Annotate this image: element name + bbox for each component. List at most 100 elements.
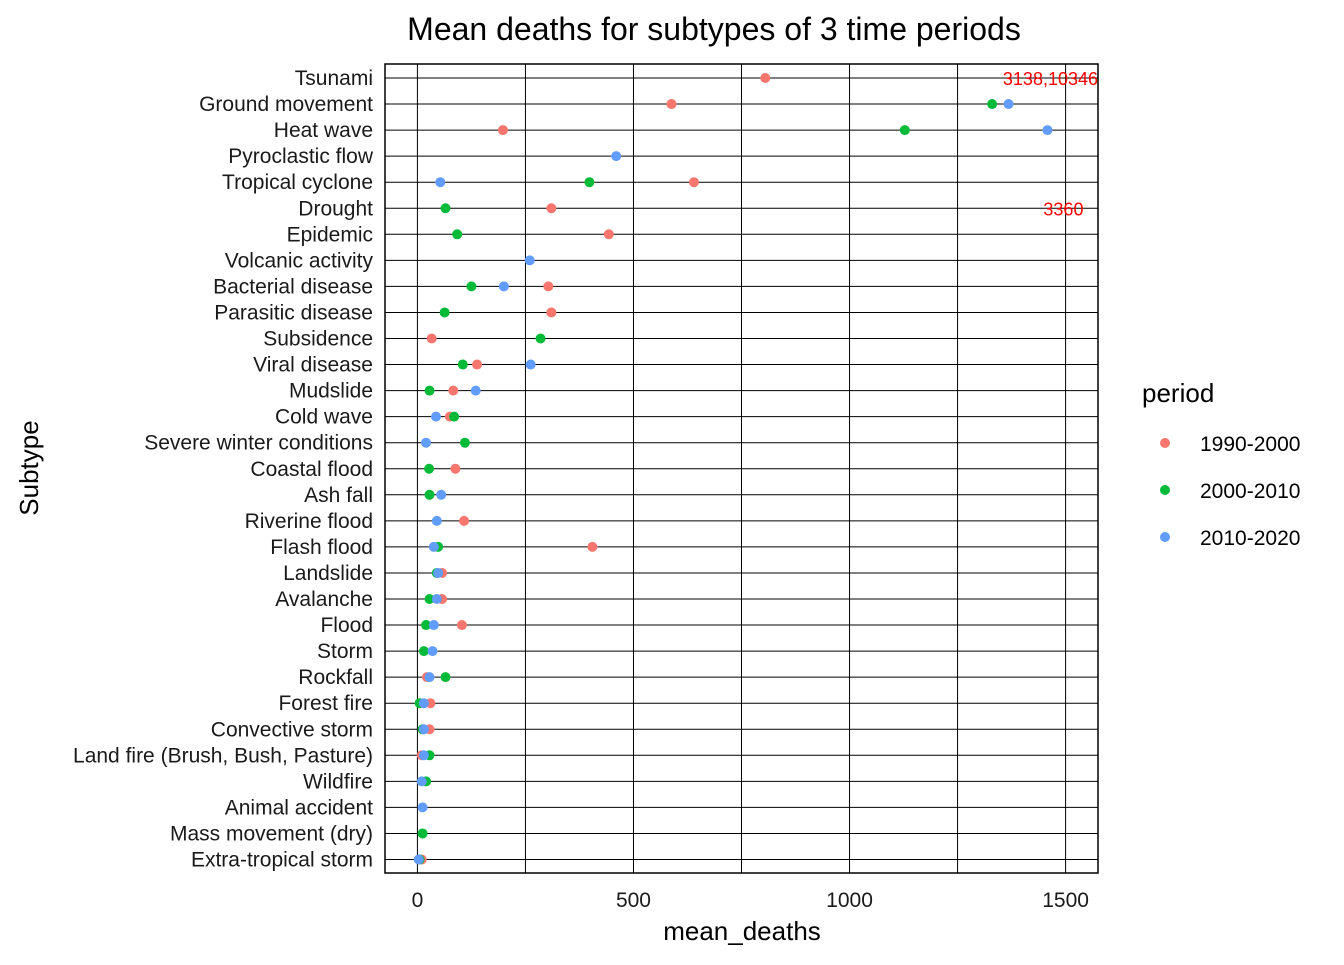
data-point xyxy=(546,307,557,318)
y-tick-label: Cold wave xyxy=(275,406,373,429)
y-tick-label: Pyroclastic flow xyxy=(228,145,374,168)
data-point xyxy=(413,854,424,865)
data-point xyxy=(436,489,447,500)
y-tick-label: Severe winter conditions xyxy=(144,432,373,455)
data-point xyxy=(587,541,598,552)
data-point xyxy=(433,567,444,578)
data-point xyxy=(426,333,437,344)
data-point xyxy=(524,255,535,266)
data-point xyxy=(440,203,451,214)
data-point xyxy=(498,281,509,292)
data-point xyxy=(424,489,435,500)
data-label: 3138,10346 xyxy=(1003,69,1098,89)
data-point xyxy=(424,672,435,683)
y-tick-label: Drought xyxy=(298,197,373,220)
x-tick-label: 500 xyxy=(616,889,651,912)
data-points xyxy=(413,73,1053,865)
x-tick-label: 0 xyxy=(412,889,424,912)
data-point xyxy=(435,177,446,188)
legend-label: 2010-2020 xyxy=(1200,527,1300,550)
data-point xyxy=(1042,125,1053,136)
data-point xyxy=(417,802,428,813)
y-tick-label: Epidemic xyxy=(287,223,373,246)
data-point xyxy=(450,463,461,474)
y-tick-label: Parasitic disease xyxy=(214,301,373,324)
data-point xyxy=(535,333,546,344)
x-axis-label: mean_deaths xyxy=(663,916,821,946)
x-tick-label: 1000 xyxy=(826,889,873,912)
y-tick-label: Avalanche xyxy=(275,588,373,611)
y-tick-label: Viral disease xyxy=(253,354,373,377)
data-point xyxy=(418,646,429,657)
data-point xyxy=(688,177,699,188)
data-point xyxy=(666,99,677,110)
data-point xyxy=(428,541,439,552)
data-point xyxy=(611,151,622,162)
legend-entries: 1990-2000 2000-2010 2010-2020 xyxy=(1160,433,1300,550)
y-tick-label: Flood xyxy=(320,614,373,637)
y-tick-label: Heat wave xyxy=(274,119,373,142)
data-point xyxy=(472,359,483,370)
legend-marker xyxy=(1160,485,1170,495)
data-point xyxy=(428,620,439,631)
data-point xyxy=(439,307,450,318)
y-tick-label: Ash fall xyxy=(304,484,373,507)
y-axis-label: Subtype xyxy=(14,420,44,515)
data-point xyxy=(466,281,477,292)
legend-marker xyxy=(1160,532,1170,542)
y-tick-labels: Tsunami Ground movement Heat wave Pyroclast… xyxy=(73,67,374,872)
y-tick-label: Landslide xyxy=(283,562,373,585)
data-point xyxy=(1003,99,1014,110)
data-point xyxy=(421,620,432,631)
legend-title: period xyxy=(1142,378,1214,408)
legend-label: 2000-2010 xyxy=(1200,480,1300,503)
y-tick-label: Tsunami xyxy=(295,67,373,90)
data-point xyxy=(431,515,442,526)
data-point xyxy=(457,359,468,370)
y-tick-label: Riverine flood xyxy=(245,510,373,533)
annotations: 3138,10346 3360 xyxy=(1003,69,1098,219)
y-tick-label: Forest fire xyxy=(278,692,373,715)
data-point xyxy=(424,463,435,474)
data-point xyxy=(987,99,998,110)
data-point xyxy=(417,828,428,839)
data-point xyxy=(430,411,441,422)
y-tick-label: Land fire (Brush, Bush, Pasture) xyxy=(73,744,373,767)
data-point xyxy=(470,385,481,396)
data-point xyxy=(459,515,470,526)
data-point xyxy=(418,724,429,735)
data-point xyxy=(525,359,536,370)
data-point xyxy=(456,620,467,631)
y-tick-label: Bacterial disease xyxy=(213,275,373,298)
legend-marker xyxy=(1160,438,1170,448)
x-tick-label: 1500 xyxy=(1042,889,1089,912)
grid xyxy=(385,64,1098,873)
y-tick-label: Rockfall xyxy=(298,666,373,689)
data-point xyxy=(452,229,463,240)
data-point xyxy=(416,776,427,787)
legend-label: 1990-2000 xyxy=(1200,433,1300,456)
data-point xyxy=(418,750,429,761)
data-point xyxy=(584,177,595,188)
y-tick-label: Mass movement (dry) xyxy=(170,822,373,845)
y-tick-label: Animal accident xyxy=(225,796,373,819)
data-point xyxy=(459,437,470,448)
y-tick-label: Subsidence xyxy=(263,328,373,351)
y-tick-label: Tropical cyclone xyxy=(222,171,373,194)
data-point xyxy=(497,125,508,136)
y-tick-label: Convective storm xyxy=(211,718,373,741)
y-tick-label: Mudslide xyxy=(289,380,373,403)
data-point xyxy=(760,73,771,83)
data-point xyxy=(448,385,459,396)
data-point xyxy=(421,437,432,448)
data-label: 3360 xyxy=(1043,199,1083,219)
y-tick-label: Volcanic activity xyxy=(225,249,374,272)
data-point xyxy=(424,385,435,396)
y-tick-label: Wildfire xyxy=(303,770,373,793)
data-point xyxy=(418,698,429,709)
x-tick-labels: 0 500 1000 1500 xyxy=(412,889,1089,912)
legend: period 1990-2000 2000-2010 2010-2020 xyxy=(1142,378,1300,550)
